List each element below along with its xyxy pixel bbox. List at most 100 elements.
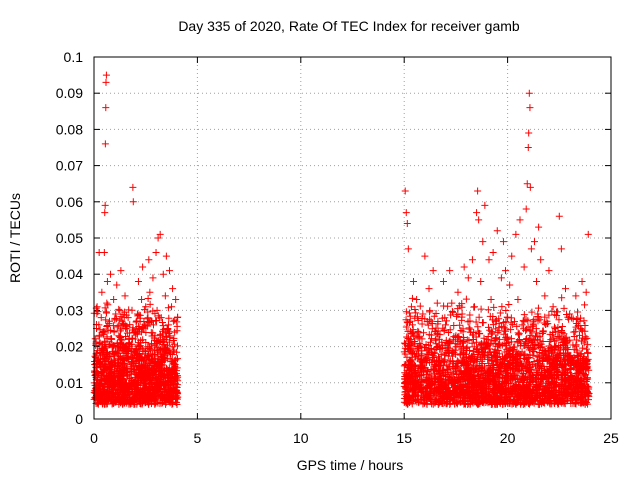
data-point [413, 296, 421, 304]
data-point [158, 318, 166, 326]
data-point [106, 341, 114, 349]
data-point [162, 346, 170, 354]
data-point [153, 338, 161, 346]
data-point [162, 370, 170, 378]
data-point [420, 329, 428, 337]
data-point [525, 89, 533, 97]
data-point [124, 396, 132, 404]
data-point [103, 393, 111, 401]
x-axis-label: GPS time / hours [297, 457, 404, 473]
data-point [401, 187, 409, 195]
data-point [173, 372, 181, 380]
data-point [158, 373, 166, 381]
data-point [402, 316, 410, 324]
data-point [466, 311, 474, 319]
data-point [107, 372, 115, 380]
data-point [151, 357, 159, 365]
data-point [455, 333, 463, 341]
data-point [131, 347, 139, 355]
data-point [572, 292, 580, 300]
data-point [498, 322, 506, 330]
data-point [170, 340, 178, 348]
data-point [569, 315, 577, 323]
data-point [132, 388, 140, 396]
data-point [484, 323, 492, 331]
data-point [164, 325, 172, 333]
data-point [101, 377, 109, 385]
data-point [479, 319, 487, 327]
data-point [573, 336, 581, 344]
data-point [101, 209, 109, 217]
data-point [405, 309, 413, 317]
data-point [140, 393, 148, 401]
data-point [103, 299, 111, 307]
data-point [152, 316, 160, 324]
data-point [114, 373, 122, 381]
data-point [422, 340, 430, 348]
data-point [412, 309, 420, 317]
data-point [514, 296, 522, 304]
data-point [159, 322, 167, 330]
x-tick-label: 15 [396, 430, 412, 446]
data-point [487, 356, 495, 364]
data-point [101, 140, 109, 148]
data-point [505, 300, 513, 308]
data-point [113, 323, 121, 331]
data-point [99, 388, 107, 396]
data-point [471, 303, 479, 311]
data-point [575, 331, 583, 339]
data-point [143, 385, 151, 393]
data-point [168, 303, 176, 311]
data-point [528, 323, 536, 331]
data-point [443, 365, 451, 373]
data-point [121, 392, 129, 400]
data-point [534, 304, 542, 312]
data-point [132, 318, 140, 326]
data-point [464, 318, 472, 326]
data-point [123, 372, 131, 380]
data-point [101, 201, 109, 209]
x-tick-label: 25 [603, 430, 619, 446]
data-point [555, 212, 563, 220]
data-point [116, 327, 124, 335]
data-point [102, 316, 110, 324]
data-point [582, 288, 590, 296]
data-point [432, 310, 440, 318]
data-point [541, 292, 549, 300]
data-point [523, 180, 531, 188]
data-point [115, 322, 123, 330]
data-point [106, 326, 114, 334]
data-point [141, 347, 149, 355]
data-point [574, 308, 582, 316]
data-point [460, 263, 468, 271]
data-point [545, 267, 553, 275]
data-point [145, 256, 153, 264]
data-point [512, 230, 520, 238]
chart-title: Day 335 of 2020, Rate Of TEC Index for r… [178, 18, 520, 34]
data-point [168, 400, 176, 408]
data-point [584, 349, 592, 357]
data-point [142, 347, 150, 355]
data-point [557, 245, 565, 253]
data-point [414, 334, 422, 342]
data-point [157, 369, 165, 377]
data-point [465, 336, 473, 344]
data-point [170, 334, 178, 342]
data-point [117, 386, 125, 394]
data-point [110, 296, 118, 304]
data-point [95, 333, 103, 341]
data-point [119, 311, 127, 319]
data-point [170, 348, 178, 356]
data-point [479, 238, 487, 246]
data-point [152, 337, 160, 345]
data-point [421, 252, 429, 260]
x-axis-ticks: 0 5 10 15 20 25 [90, 57, 619, 446]
data-point [152, 378, 160, 386]
data-point [578, 277, 586, 285]
data-point [533, 277, 541, 285]
data-point [91, 335, 99, 343]
data-point [448, 299, 456, 307]
data-point [516, 216, 524, 224]
data-point [138, 371, 146, 379]
data-point [170, 385, 178, 393]
